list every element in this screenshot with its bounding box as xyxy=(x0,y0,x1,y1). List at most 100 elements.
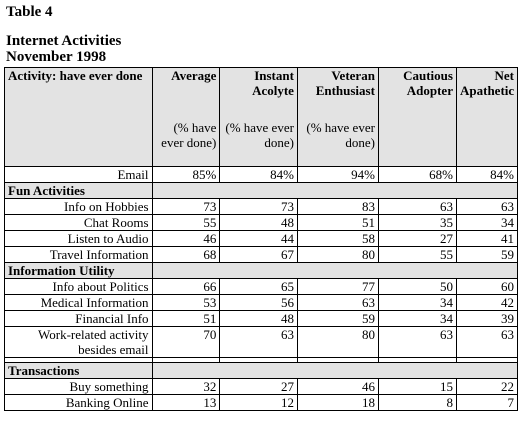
cell-value: 63 xyxy=(219,326,298,358)
title-block: Table 4 Internet Activities November 199… xyxy=(6,4,121,65)
cell-value: 27 xyxy=(377,230,457,247)
header-veteran-enthusiast: Veteran Enthusiast (% have ever done) xyxy=(296,67,379,167)
cell-value: 63 xyxy=(455,326,519,358)
section-header-fun: Fun Activities xyxy=(4,182,519,199)
section-fill xyxy=(151,362,519,379)
cell-value: 65 xyxy=(219,278,298,295)
header-sub: (% have ever done) xyxy=(161,120,217,150)
cell-value: 51 xyxy=(151,310,221,327)
cell-value: 59 xyxy=(455,246,519,263)
header-activity: Activity: have ever done xyxy=(4,67,153,167)
cell-value: 68% xyxy=(377,166,457,183)
cell-value: 85% xyxy=(151,166,221,183)
row-label: Banking Online xyxy=(4,394,153,411)
cell-value: 34 xyxy=(377,310,457,327)
cell-value: 83 xyxy=(296,198,379,215)
section-header-information: Information Utility xyxy=(4,262,519,279)
cell-value: 68 xyxy=(151,246,221,263)
header-cautious-adopter: Cautious Adopter xyxy=(377,67,457,167)
section-title: Fun Activities xyxy=(4,182,153,199)
row-label: Work-related activity besides email xyxy=(4,326,153,358)
header-sub: (% have ever done) xyxy=(306,120,375,150)
section-title: Transactions xyxy=(4,362,153,379)
cell-value: 63 xyxy=(296,294,379,311)
cell-value: 7 xyxy=(455,394,519,411)
cell-value: 51 xyxy=(296,214,379,231)
header-name: Net Apathetic xyxy=(460,68,515,98)
cell-value: 73 xyxy=(151,198,221,215)
cell-value: 50 xyxy=(377,278,457,295)
section-fill xyxy=(151,182,519,199)
row-label: Info on Hobbies xyxy=(4,198,153,215)
cell-value: 13 xyxy=(151,394,221,411)
cell-value: 63 xyxy=(377,326,457,358)
table-row: Medical Information 53 56 63 34 42 xyxy=(4,294,519,311)
cell-value: 53 xyxy=(151,294,221,311)
table-row: Travel Information 68 67 80 55 59 xyxy=(4,246,519,263)
row-label: Info about Politics xyxy=(4,278,153,295)
cell-value: 42 xyxy=(455,294,519,311)
cell-value: 48 xyxy=(219,214,298,231)
table-row: Financial Info 51 48 59 34 39 xyxy=(4,310,519,327)
cell-value: 63 xyxy=(455,198,519,215)
table-row: Info on Hobbies 73 73 83 63 63 xyxy=(4,198,519,215)
row-label: Financial Info xyxy=(4,310,153,327)
cell-value: 27 xyxy=(219,378,298,395)
cell-value: 67 xyxy=(219,246,298,263)
header-name: Instant Acolyte xyxy=(252,68,294,98)
section-title: Information Utility xyxy=(4,262,153,279)
cell-value: 60 xyxy=(455,278,519,295)
row-label: Email xyxy=(4,166,153,183)
section-fill xyxy=(151,262,519,279)
cell-value: 94% xyxy=(296,166,379,183)
cell-value: 58 xyxy=(296,230,379,247)
table-date: November 1998 xyxy=(6,49,107,65)
row-label: Listen to Audio xyxy=(4,230,153,247)
header-sub: (% have ever done) xyxy=(225,120,294,150)
cell-value: 80 xyxy=(296,326,379,358)
cell-value: 18 xyxy=(296,394,379,411)
cell-value: 12 xyxy=(219,394,298,411)
cell-value: 84% xyxy=(455,166,519,183)
cell-value: 44 xyxy=(219,230,298,247)
internet-activities-table: Activity: have ever done Average (% have… xyxy=(4,67,519,411)
table-row: Buy something 32 27 46 15 22 xyxy=(4,378,519,395)
cell-value: 84% xyxy=(219,166,298,183)
row-label: Chat Rooms xyxy=(4,214,153,231)
table-title: Internet Activities xyxy=(6,33,122,49)
cell-value: 55 xyxy=(377,246,457,263)
table-row-email: Email 85% 84% 94% 68% 84% xyxy=(4,166,519,183)
cell-value: 56 xyxy=(219,294,298,311)
cell-value: 73 xyxy=(219,198,298,215)
cell-value: 32 xyxy=(151,378,221,395)
cell-value: 15 xyxy=(377,378,457,395)
cell-value: 35 xyxy=(377,214,457,231)
table-row: Info about Politics 66 65 77 50 60 xyxy=(4,278,519,295)
cell-value: 80 xyxy=(296,246,379,263)
header-name: Average xyxy=(171,68,217,83)
table-row: Work-related activity besides email 70 6… xyxy=(4,326,519,358)
table-row: Chat Rooms 55 48 51 35 34 xyxy=(4,214,519,231)
cell-value: 46 xyxy=(151,230,221,247)
cell-value: 22 xyxy=(455,378,519,395)
table-row: Listen to Audio 46 44 58 27 41 xyxy=(4,230,519,247)
header-name: Cautious Adopter xyxy=(403,68,453,98)
section-header-transactions: Transactions xyxy=(4,362,519,379)
cell-value: 77 xyxy=(296,278,379,295)
cell-value: 39 xyxy=(455,310,519,327)
header-net-apathetic: Net Apathetic xyxy=(455,67,519,167)
cell-value: 59 xyxy=(296,310,379,327)
header-average: Average (% have ever done) xyxy=(151,67,221,167)
table-number: Table 4 xyxy=(6,4,53,20)
table-row: Banking Online 13 12 18 8 7 xyxy=(4,394,519,411)
header-row: Activity: have ever done Average (% have… xyxy=(4,67,519,167)
row-label: Medical Information xyxy=(4,294,153,311)
header-instant-acolyte: Instant Acolyte (% have ever done) xyxy=(219,67,298,167)
cell-value: 48 xyxy=(219,310,298,327)
cell-value: 63 xyxy=(377,198,457,215)
cell-value: 34 xyxy=(455,214,519,231)
row-label: Travel Information xyxy=(4,246,153,263)
cell-value: 55 xyxy=(151,214,221,231)
cell-value: 66 xyxy=(151,278,221,295)
cell-value: 8 xyxy=(377,394,457,411)
